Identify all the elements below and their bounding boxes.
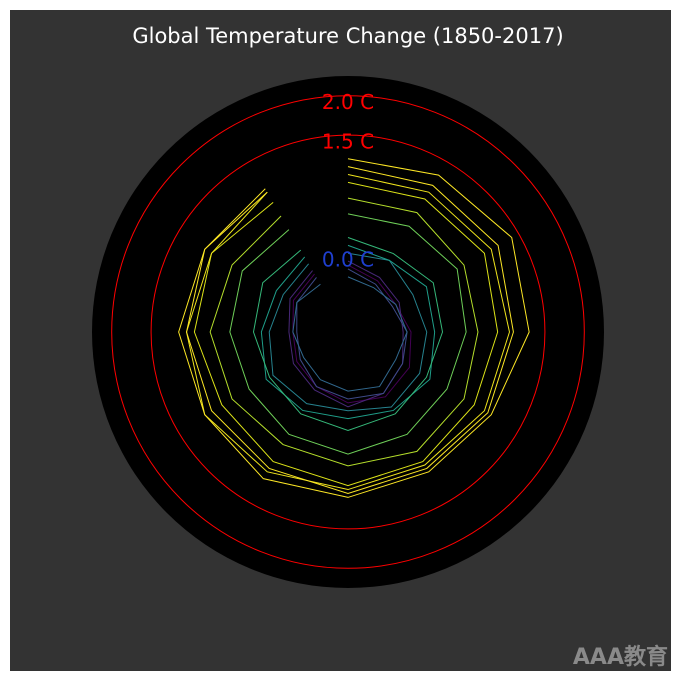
watermark: AAA教育 — [573, 644, 668, 670]
reference-ring — [111, 95, 585, 569]
polar-background — [92, 76, 604, 588]
temperature-line — [296, 268, 408, 400]
chart-title: Global Temperature Change (1850-2017) — [132, 24, 563, 48]
temperature-line — [209, 197, 479, 467]
temperature-line — [260, 244, 436, 420]
ring-label: 0.0 C — [322, 248, 374, 272]
reference-ring — [150, 134, 546, 530]
temperature-line — [252, 237, 444, 431]
temperature-line — [292, 276, 408, 392]
temperature-line — [268, 252, 428, 412]
ring-label: 2.0 C — [322, 90, 374, 114]
temperature-line — [186, 173, 510, 491]
temperature-line — [288, 260, 404, 408]
temperature-line — [186, 166, 514, 495]
temperature-line — [193, 181, 499, 487]
ring-label: 1.5 C — [322, 130, 374, 154]
temperature-line — [178, 158, 530, 498]
temperature-line — [229, 213, 467, 455]
